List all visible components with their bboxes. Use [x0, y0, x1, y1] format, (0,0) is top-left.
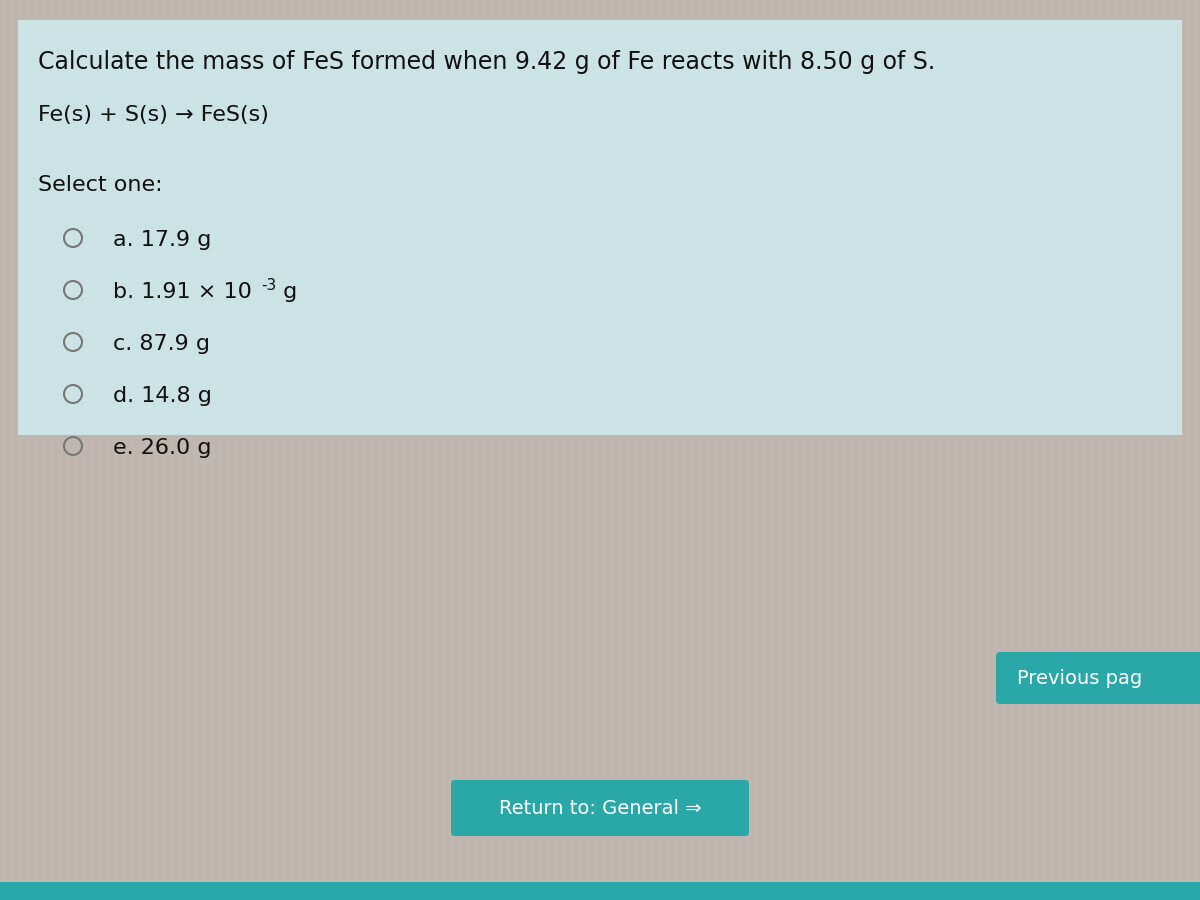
Text: -3: -3: [262, 278, 276, 293]
Text: Return to: General ⇒: Return to: General ⇒: [499, 798, 701, 817]
FancyBboxPatch shape: [451, 780, 749, 836]
FancyBboxPatch shape: [0, 882, 1200, 900]
Text: a. 17.9 g: a. 17.9 g: [113, 230, 211, 250]
Text: Previous pag: Previous pag: [1018, 669, 1142, 688]
Text: e. 26.0 g: e. 26.0 g: [113, 438, 211, 458]
Text: g: g: [276, 282, 298, 302]
Text: d. 14.8 g: d. 14.8 g: [113, 386, 212, 406]
Text: Fe(s) + S(s) → FeS(s): Fe(s) + S(s) → FeS(s): [38, 105, 269, 125]
FancyBboxPatch shape: [996, 652, 1200, 704]
Text: Calculate the mass of FeS formed when 9.42 g of Fe reacts with 8.50 g of S.: Calculate the mass of FeS formed when 9.…: [38, 50, 935, 74]
FancyBboxPatch shape: [18, 20, 1182, 435]
Text: b. 1.91 × 10: b. 1.91 × 10: [113, 282, 252, 302]
Text: c. 87.9 g: c. 87.9 g: [113, 334, 210, 354]
Text: Select one:: Select one:: [38, 175, 163, 195]
